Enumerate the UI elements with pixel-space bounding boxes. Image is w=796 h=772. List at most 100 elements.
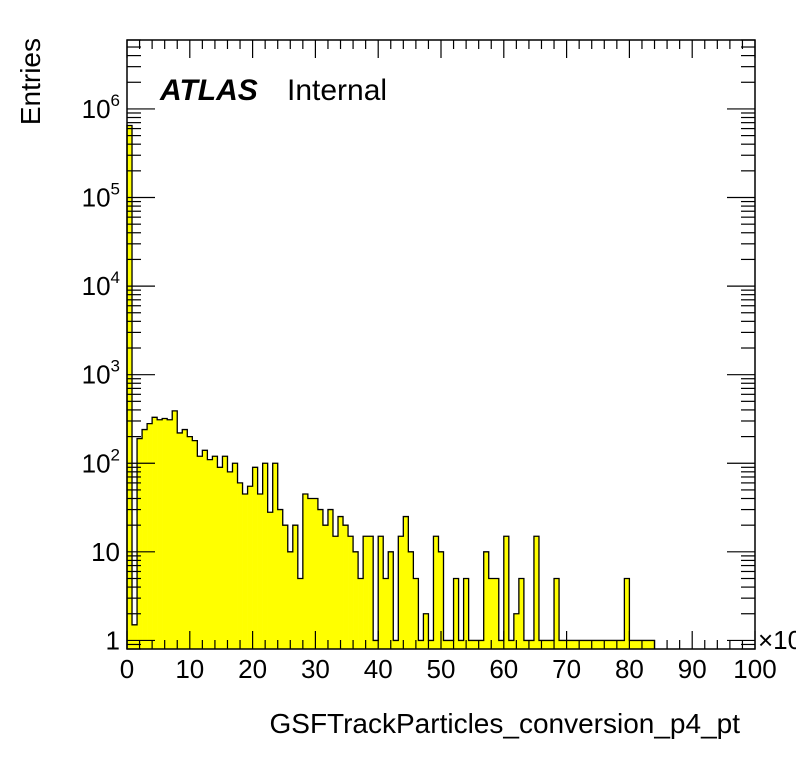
histogram-bar (363, 536, 369, 649)
histogram-bar (513, 613, 520, 649)
histogram-bar (468, 640, 474, 649)
histogram-bar (629, 640, 635, 649)
histogram-bar (649, 640, 655, 649)
histogram-bar (518, 578, 525, 649)
histogram-bar (448, 640, 454, 649)
histogram-bar (127, 125, 133, 649)
y-tick-label: 105 (82, 180, 120, 213)
atlas-label: ATLAS (159, 74, 258, 107)
y-axis-title: Entries (15, 38, 46, 125)
histogram-bar (634, 640, 640, 649)
histogram-bar (604, 640, 610, 649)
histogram-bar (232, 463, 238, 649)
histogram-bar (348, 536, 354, 649)
x-axis-title: GSFTrackParticles_conversion_p4_pt (269, 708, 740, 739)
histogram-bar (242, 493, 248, 649)
histogram-bar (368, 536, 374, 649)
histogram-bar (152, 417, 158, 649)
x-tick-label: 60 (489, 654, 518, 684)
histogram-bar (483, 551, 490, 649)
histogram-bar (227, 471, 233, 649)
histogram-bar (132, 624, 138, 649)
histogram-bar (423, 613, 429, 649)
y-tick-label: 103 (82, 357, 120, 390)
x-tick-label: 10 (175, 654, 204, 684)
y-tick-label: 104 (82, 268, 120, 301)
x-tick-label: 30 (301, 654, 330, 684)
x-tick-label: 70 (552, 654, 581, 684)
histogram-bar (644, 640, 650, 649)
histogram-bar (267, 512, 273, 649)
x-tick-label: 100 (733, 654, 776, 684)
x-tick-labels: 0 10 20 30 40 50 60 70 80 90 100 (120, 654, 777, 684)
internal-label: Internal (287, 74, 387, 107)
x-tick-label: 0 (120, 654, 134, 684)
histogram-bar (252, 467, 258, 649)
x-tick-label: 20 (238, 654, 267, 684)
histogram-bar (192, 440, 198, 649)
histogram-bar (137, 438, 143, 649)
histogram-bar (338, 516, 344, 649)
histogram-bar (177, 432, 183, 649)
histogram-bar (624, 578, 630, 649)
histogram-bar (327, 509, 334, 649)
histogram-bar (272, 463, 279, 649)
histogram-bar (292, 525, 299, 649)
histogram-bar (282, 525, 289, 649)
histogram-bar (297, 578, 304, 649)
histogram-bar (257, 493, 263, 649)
y-tick-label: 106 (82, 91, 120, 124)
histogram-bar (157, 419, 163, 649)
histogram-bar (554, 578, 560, 649)
histogram-bar (428, 640, 434, 649)
x-tick-label: 80 (615, 654, 644, 684)
histogram-bar (599, 640, 605, 649)
histogram-bar (413, 578, 419, 649)
histogram-bar (197, 456, 203, 649)
histogram-bar (212, 456, 218, 649)
histogram-bar (609, 640, 615, 649)
y-tick-label: 102 (82, 445, 120, 478)
histogram-bar (393, 640, 399, 649)
histogram-bar (403, 516, 409, 649)
histogram-bar (187, 436, 193, 649)
histogram-bar (147, 423, 153, 649)
histogram-bar (277, 509, 284, 649)
histogram-bar (619, 640, 625, 649)
histogram-bar (559, 640, 565, 649)
histogram-bar (549, 640, 555, 649)
histogram-bar (488, 578, 495, 649)
histogram-bar (478, 640, 484, 649)
histogram-bar (388, 551, 394, 649)
histogram-bar (443, 640, 449, 649)
histogram-bar (438, 551, 444, 649)
histogram-bar (312, 498, 319, 649)
histogram-bar (503, 536, 510, 649)
histogram-bar (373, 640, 379, 649)
histogram-bar (523, 640, 530, 649)
histogram-bar (162, 418, 168, 649)
histogram-bar (463, 578, 469, 649)
histogram-bar (433, 536, 439, 649)
x-multiplier-label: ×10 (758, 625, 796, 655)
histogram-bar (322, 525, 329, 649)
histogram-bar (508, 640, 515, 649)
histogram-bar (207, 459, 213, 649)
histogram-bar (302, 493, 309, 649)
histogram-bar (237, 482, 243, 649)
histogram-bar (343, 525, 349, 649)
y-tick-label: 10 (91, 537, 120, 567)
histogram-bar (493, 578, 500, 649)
histogram-bar (262, 463, 268, 649)
histogram-bar (458, 640, 464, 649)
histogram-bar (358, 578, 364, 649)
histogram-bar (408, 551, 414, 649)
histogram-bar (453, 578, 459, 649)
histogram-outline (126, 124, 656, 649)
histogram-bar (398, 536, 404, 649)
histogram-bar (317, 509, 324, 649)
histogram-bar (247, 486, 253, 649)
plot-frame (126, 39, 756, 650)
histogram-bar (498, 640, 505, 649)
